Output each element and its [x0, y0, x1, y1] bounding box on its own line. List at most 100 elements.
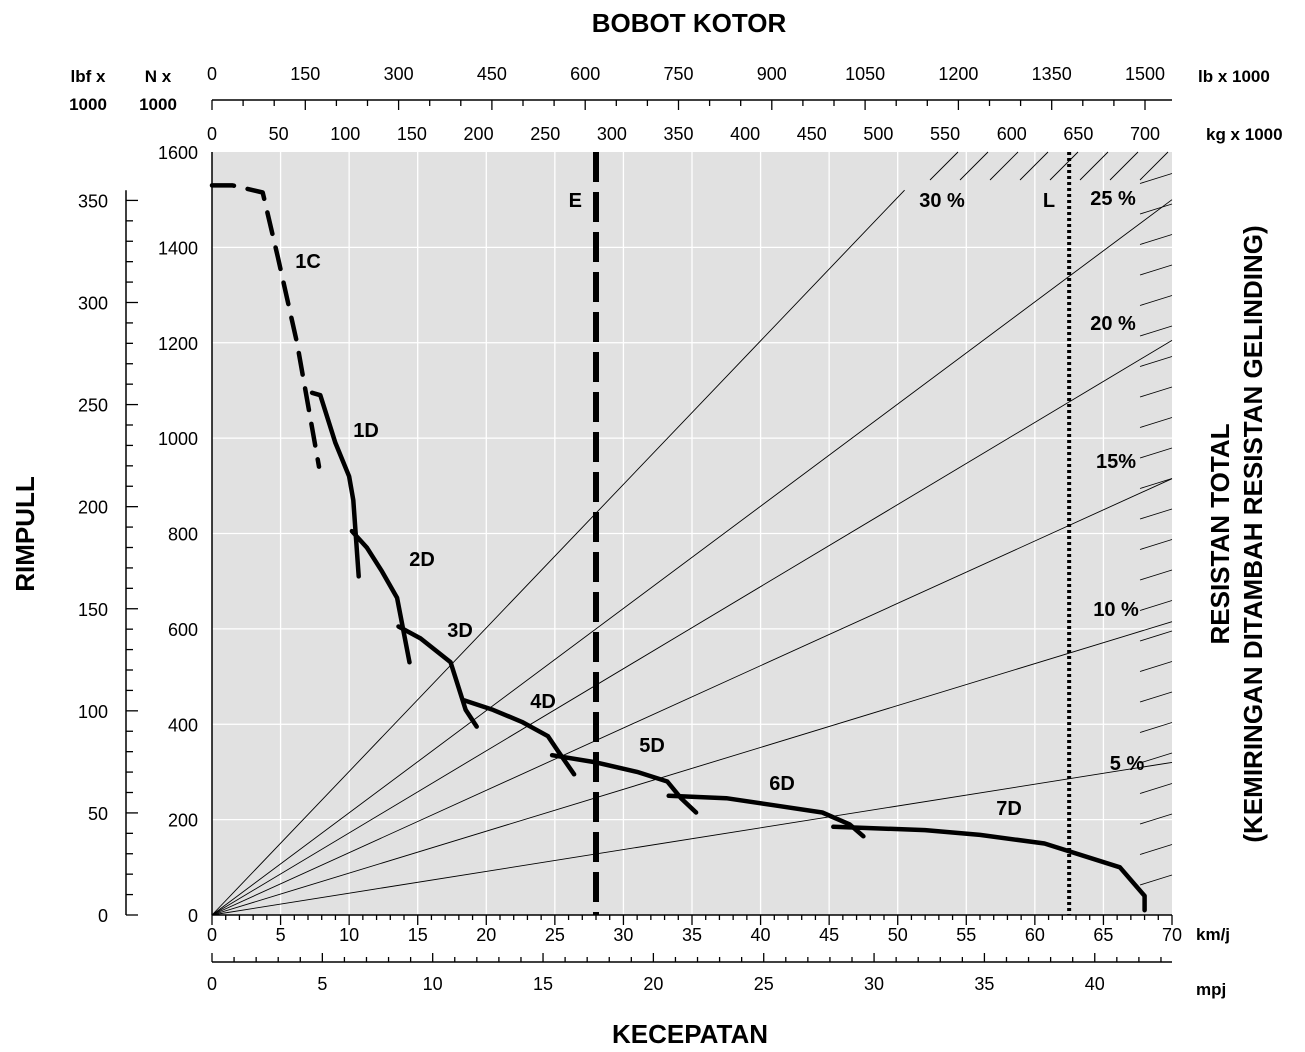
grade-line	[211, 621, 1173, 916]
kmh-tick-label: 5	[276, 925, 286, 945]
lb-tick-label: 1200	[938, 64, 978, 84]
lb-unit: lb x 1000	[1198, 67, 1270, 86]
kmh-tick-label: 30	[613, 925, 633, 945]
markers	[593, 152, 1072, 915]
lb-tick-label: 900	[757, 64, 787, 84]
kg-tick-label: 700	[1130, 124, 1160, 144]
kn-tick-label: 1400	[158, 238, 198, 258]
lbf-unit-line1: lbf x	[71, 67, 106, 86]
kg-tick-label: 0	[207, 124, 217, 144]
gear-curve-1d	[309, 390, 361, 579]
kmh-tick-label: 10	[339, 925, 359, 945]
kg-tick-label: 600	[997, 124, 1027, 144]
kg-tick-label: 400	[730, 124, 760, 144]
kmh-tick-label: 25	[545, 925, 565, 945]
kmh-unit: km/j	[1196, 925, 1230, 944]
grade-line	[211, 189, 905, 916]
hatch-mark	[1139, 539, 1173, 550]
hatch-mark	[1139, 691, 1173, 703]
gear-curve-3d	[396, 624, 479, 729]
hatch-mark	[1139, 447, 1173, 459]
mph-tick-label: 15	[533, 974, 553, 994]
mph-unit: mpj	[1196, 980, 1226, 999]
kmh-tick-label: 0	[207, 925, 217, 945]
hatch-mark	[1139, 874, 1173, 886]
marker-label-l: L	[1043, 190, 1055, 212]
kn-tick-label: 1600	[158, 143, 198, 163]
lb-tick-label: 1500	[1125, 64, 1165, 84]
hatch-mark	[959, 151, 989, 181]
mph-tick-label: 40	[1085, 974, 1105, 994]
lb-tick-label: 450	[477, 64, 507, 84]
hatch-mark	[1139, 325, 1173, 337]
hatch-mark	[1139, 508, 1173, 520]
kg-tick-label: 150	[397, 124, 427, 144]
gear-curve-1c	[209, 183, 322, 469]
kg-tick-label: 650	[1063, 124, 1093, 144]
gear-label-2d: 2D	[409, 549, 435, 571]
kn-tick-label: 800	[168, 525, 198, 545]
hatch-mark	[1139, 813, 1173, 825]
hatch-mark	[1139, 386, 1173, 398]
lb-tick-label: 0	[207, 64, 217, 84]
mph-tick-label: 35	[974, 974, 994, 994]
hatch-mark	[1139, 752, 1173, 764]
lbf-tick-label: 250	[78, 396, 108, 416]
right-axis-hatch	[929, 151, 1173, 886]
kg-tick-label: 550	[930, 124, 960, 144]
kg-tick-label: 50	[269, 124, 289, 144]
kg-tick-label: 500	[863, 124, 893, 144]
lb-tick-label: 150	[290, 64, 320, 84]
hatch-mark	[1139, 722, 1173, 733]
kn-tick-label: 400	[168, 715, 198, 735]
gear-label-6d: 6D	[769, 773, 795, 795]
lb-tick-label: 1350	[1032, 64, 1072, 84]
gear-label-5d: 5D	[639, 735, 665, 757]
gear-label-1c: 1C	[295, 251, 321, 273]
gear-curve-2d	[349, 528, 412, 665]
kmh-tick-label: 15	[408, 925, 428, 945]
chart-title: BOBOT KOTOR	[592, 8, 787, 38]
lbf-unit-line2: 1000	[69, 95, 107, 114]
kmh-tick-label: 70	[1162, 925, 1182, 945]
lb-tick-label: 1050	[845, 64, 885, 84]
hatch-mark	[1139, 478, 1173, 489]
kmh-tick-label: 45	[819, 925, 839, 945]
y2-axis-title-1: RESISTAN TOTAL	[1205, 423, 1235, 644]
x-axis-title: KECEPATAN	[612, 1019, 768, 1049]
gear-label-1d: 1D	[353, 420, 379, 442]
mph-tick-label: 25	[754, 974, 774, 994]
lbf-tick-label: 350	[78, 191, 108, 211]
kn-tick-label: 0	[188, 906, 198, 926]
hatch-mark	[1139, 356, 1173, 367]
grade-label: 15%	[1096, 451, 1136, 473]
lbf-tick-label: 100	[78, 702, 108, 722]
kg-tick-label: 200	[464, 124, 494, 144]
hatch-mark	[1139, 661, 1173, 672]
gear-label-3d: 3D	[447, 620, 473, 642]
hatch-mark	[1049, 151, 1079, 181]
mph-tick-label: 5	[317, 974, 327, 994]
hatch-mark	[1079, 151, 1109, 181]
gear-curve-7d	[831, 824, 1147, 913]
kmh-tick-label: 55	[956, 925, 976, 945]
grid	[212, 152, 1172, 915]
hatch-mark	[1139, 630, 1173, 642]
y2-axis-title-2: (KEMIRINGAN DITAMBAH RESISTAN GELINDING)	[1238, 225, 1268, 842]
kg-tick-label: 350	[663, 124, 693, 144]
kg-tick-label: 450	[797, 124, 827, 144]
hatch-mark	[1139, 783, 1173, 794]
grade-label: 5 %	[1110, 753, 1145, 775]
gear-curve-5d	[549, 752, 699, 815]
kmh-tick-label: 65	[1093, 925, 1113, 945]
grade-line	[211, 339, 1173, 916]
mph-tick-label: 0	[207, 974, 217, 994]
hatch-mark	[929, 151, 959, 181]
kmh-tick-label: 40	[751, 925, 771, 945]
hatch-mark	[1139, 844, 1173, 855]
mph-tick-label: 10	[423, 974, 443, 994]
lbf-tick-label: 50	[88, 804, 108, 824]
axes: 0 5 10 15 20 25 30 35 40 45 50 55 60 65 700 5 10 15 20 25 30…	[78, 64, 1182, 994]
grade-line	[211, 199, 1173, 916]
